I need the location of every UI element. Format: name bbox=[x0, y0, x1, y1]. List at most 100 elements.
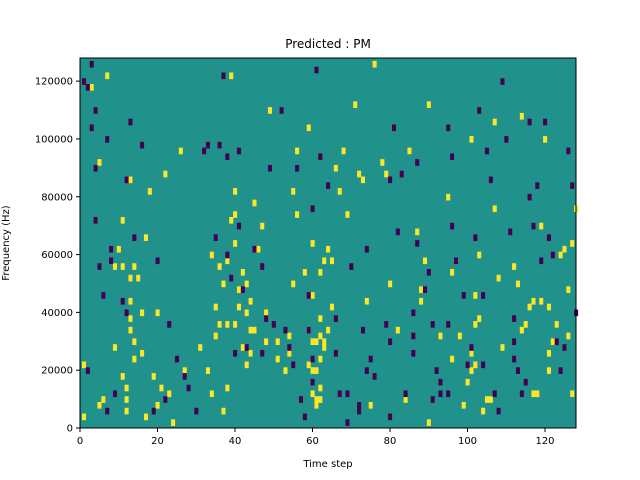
heatmap-cell-high bbox=[120, 373, 125, 380]
heatmap-cell-high bbox=[244, 280, 249, 288]
heatmap-cell-high bbox=[558, 251, 563, 259]
heatmap-cell-high bbox=[291, 280, 296, 288]
heatmap-cell-high bbox=[477, 315, 482, 322]
heatmap-cell-low bbox=[229, 274, 234, 282]
heatmap-cell-high bbox=[229, 72, 234, 80]
heatmap-cell-low bbox=[438, 378, 443, 386]
heatmap-cell-high bbox=[314, 401, 319, 409]
heatmap-background bbox=[80, 58, 576, 428]
heatmap-cell-high bbox=[488, 396, 493, 403]
heatmap-cell-high bbox=[322, 338, 327, 346]
heatmap-cell-low bbox=[481, 361, 486, 369]
heatmap-cell-low bbox=[488, 176, 493, 184]
heatmap-cell-low bbox=[240, 286, 245, 294]
heatmap-cell-low bbox=[109, 245, 114, 253]
heatmap-cell-low bbox=[167, 321, 172, 328]
heatmap-cell-high bbox=[198, 344, 203, 351]
heatmap-cell-high bbox=[124, 384, 129, 392]
heatmap-cell-high bbox=[264, 309, 269, 317]
heatmap-cell-high bbox=[554, 321, 559, 328]
heatmap-cell-high bbox=[419, 297, 424, 305]
heatmap-cell-high bbox=[322, 257, 327, 265]
heatmap-cell-high bbox=[566, 332, 571, 340]
heatmap-cell-low bbox=[140, 141, 145, 149]
heatmap-cell-low bbox=[93, 164, 98, 172]
heatmap-cell-high bbox=[539, 297, 544, 305]
heatmap-cell-high bbox=[310, 338, 315, 346]
heatmap-cell-low bbox=[438, 390, 443, 398]
heatmap-cell-high bbox=[531, 297, 536, 305]
heatmap-cell-low bbox=[271, 321, 276, 328]
heatmap-cell-low bbox=[260, 263, 265, 270]
heatmap-cell-high bbox=[233, 240, 238, 247]
heatmap-cell-high bbox=[140, 309, 145, 317]
x-axis-label: Time step bbox=[302, 459, 352, 470]
x-tick-label: 40 bbox=[229, 436, 242, 447]
heatmap-cell-low bbox=[244, 344, 249, 351]
heatmap-cell-high bbox=[360, 176, 366, 184]
heatmap-cell-high bbox=[112, 344, 118, 351]
heatmap-cell-high bbox=[120, 216, 125, 224]
plot-frame bbox=[79, 57, 577, 429]
heatmap-cell-high bbox=[310, 390, 315, 398]
heatmap-cell-low bbox=[360, 326, 366, 334]
chart-title: Predicted : PM bbox=[285, 37, 371, 51]
heatmap-cell-low bbox=[306, 292, 311, 299]
heatmap-cell-low bbox=[446, 321, 451, 328]
heatmap-cell-high bbox=[318, 384, 323, 392]
heatmap-cell-low bbox=[302, 413, 307, 421]
heatmap-cell-high bbox=[426, 419, 431, 426]
heatmap-cell-high bbox=[225, 321, 230, 328]
heatmap-cell-high bbox=[128, 274, 133, 282]
heatmap-cell-high bbox=[132, 355, 137, 363]
heatmap-cell-low bbox=[357, 401, 362, 409]
heatmap-cell-high bbox=[469, 367, 474, 374]
heatmap-cell-low bbox=[484, 147, 490, 155]
heatmap-cell-high bbox=[535, 390, 540, 398]
heatmap-cell-high bbox=[380, 159, 385, 166]
heatmap-cell-high bbox=[426, 101, 431, 109]
heatmap-cell-high bbox=[322, 344, 327, 351]
heatmap-cell-low bbox=[527, 118, 532, 126]
heatmap-cell-high bbox=[143, 234, 149, 241]
heatmap-cell-low bbox=[333, 315, 338, 322]
heatmap-cell-high bbox=[120, 263, 125, 270]
heatmap-cell-high bbox=[97, 159, 102, 166]
heatmap-cell-low bbox=[124, 176, 129, 184]
heatmap-cell-low bbox=[337, 390, 342, 398]
x-tick-label: 120 bbox=[535, 436, 554, 447]
heatmap-cell-high bbox=[252, 199, 257, 207]
heatmap-cell-low bbox=[411, 349, 416, 357]
heatmap-cell-high bbox=[329, 303, 335, 311]
heatmap-cell-low bbox=[477, 107, 482, 114]
heatmap-cell-low bbox=[453, 257, 459, 265]
heatmap-cell-low bbox=[512, 315, 517, 322]
heatmap-cell-high bbox=[570, 390, 575, 398]
heatmap-cell-high bbox=[492, 118, 497, 126]
heatmap-cell-low bbox=[512, 338, 517, 346]
heatmap-cell-low bbox=[550, 251, 555, 259]
heatmap-cell-low bbox=[388, 413, 393, 421]
heatmap-cell-low bbox=[450, 153, 455, 161]
heatmap-cell-low bbox=[558, 367, 563, 374]
heatmap-cell-low bbox=[446, 390, 451, 398]
heatmap-cell-low bbox=[128, 118, 133, 126]
heatmap-cell-high bbox=[140, 349, 145, 357]
heatmap-cell-high bbox=[295, 211, 300, 218]
heatmap-cell-low bbox=[399, 170, 404, 178]
heatmap-cell-low bbox=[310, 205, 315, 213]
heatmap-cell-low bbox=[481, 292, 486, 299]
heatmap-cell-low bbox=[217, 141, 222, 149]
heatmap-cell-low bbox=[93, 216, 98, 224]
heatmap-cell-high bbox=[318, 355, 323, 363]
heatmap-cell-low bbox=[500, 78, 505, 85]
heatmap-cell-high bbox=[318, 315, 323, 322]
heatmap-cell-high bbox=[159, 384, 164, 392]
heatmap-cell-low bbox=[430, 321, 435, 328]
heatmap-cell-high bbox=[283, 367, 288, 374]
heatmap-cell-low bbox=[233, 349, 238, 357]
heatmap-cell-high bbox=[496, 274, 501, 282]
heatmap-cell-high bbox=[407, 147, 412, 155]
heatmap-cell-low bbox=[415, 240, 420, 247]
